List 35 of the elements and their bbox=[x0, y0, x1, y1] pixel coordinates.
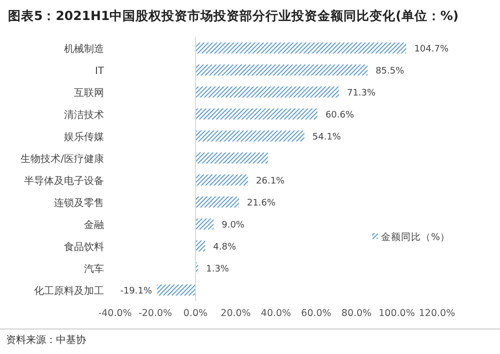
text: 104.7% bbox=[414, 44, 449, 54]
y-tick-label: 化工原料及加工 bbox=[34, 285, 104, 297]
x-tick-label: 0.0% bbox=[183, 308, 208, 319]
x-tick-label: 80.0% bbox=[341, 308, 372, 319]
text: 85.5% bbox=[376, 66, 404, 76]
text: 资料来源：中基协 bbox=[6, 334, 86, 346]
y-tick-label: 汽车 bbox=[84, 263, 104, 275]
y-tick-label: IT bbox=[94, 66, 105, 77]
y-tick-label: 金融 bbox=[84, 219, 104, 231]
text: 1.3% bbox=[206, 264, 229, 274]
x-tick-label: 40.0% bbox=[260, 308, 292, 319]
y-tick-label: 生物技术/医疗健康 bbox=[20, 153, 104, 165]
y-tick-label: 清洁技术 bbox=[64, 109, 104, 121]
text: 4.8% bbox=[213, 242, 236, 252]
y-tick-label: 互联网 bbox=[74, 87, 104, 99]
text: 54.1% bbox=[312, 132, 341, 142]
y-tick-label: 娱乐传媒 bbox=[64, 131, 104, 143]
x-tick-label: 60.0% bbox=[301, 308, 332, 319]
y-tick-label: 连锁及零售 bbox=[54, 197, 104, 209]
text: 60.6% bbox=[325, 110, 354, 120]
x-tick-label: -40.0% bbox=[98, 308, 132, 319]
y-tick-label: 机械制造 bbox=[64, 43, 104, 55]
y-tick-label: 食品饮料 bbox=[64, 241, 104, 253]
x-tick-label: -20.0% bbox=[138, 308, 172, 319]
text: -19.1% bbox=[120, 286, 152, 296]
y-tick-label: 半导体及电子设备 bbox=[24, 175, 104, 187]
text: 26.1% bbox=[256, 176, 285, 186]
text: 71.3% bbox=[346, 88, 376, 98]
x-tick-label: 100.0% bbox=[378, 308, 415, 319]
legend-label: 金额同比（%） bbox=[381, 231, 450, 243]
x-tick-label: 20.0% bbox=[220, 308, 251, 319]
text: 21.6% bbox=[246, 198, 276, 208]
text: 9.0% bbox=[222, 220, 244, 230]
chart-title: 图表5：2021H1中国股权投资市场投资部分行业投资金额同比变化(单位：%) bbox=[8, 8, 459, 23]
x-tick-label: 120.0% bbox=[418, 308, 456, 319]
